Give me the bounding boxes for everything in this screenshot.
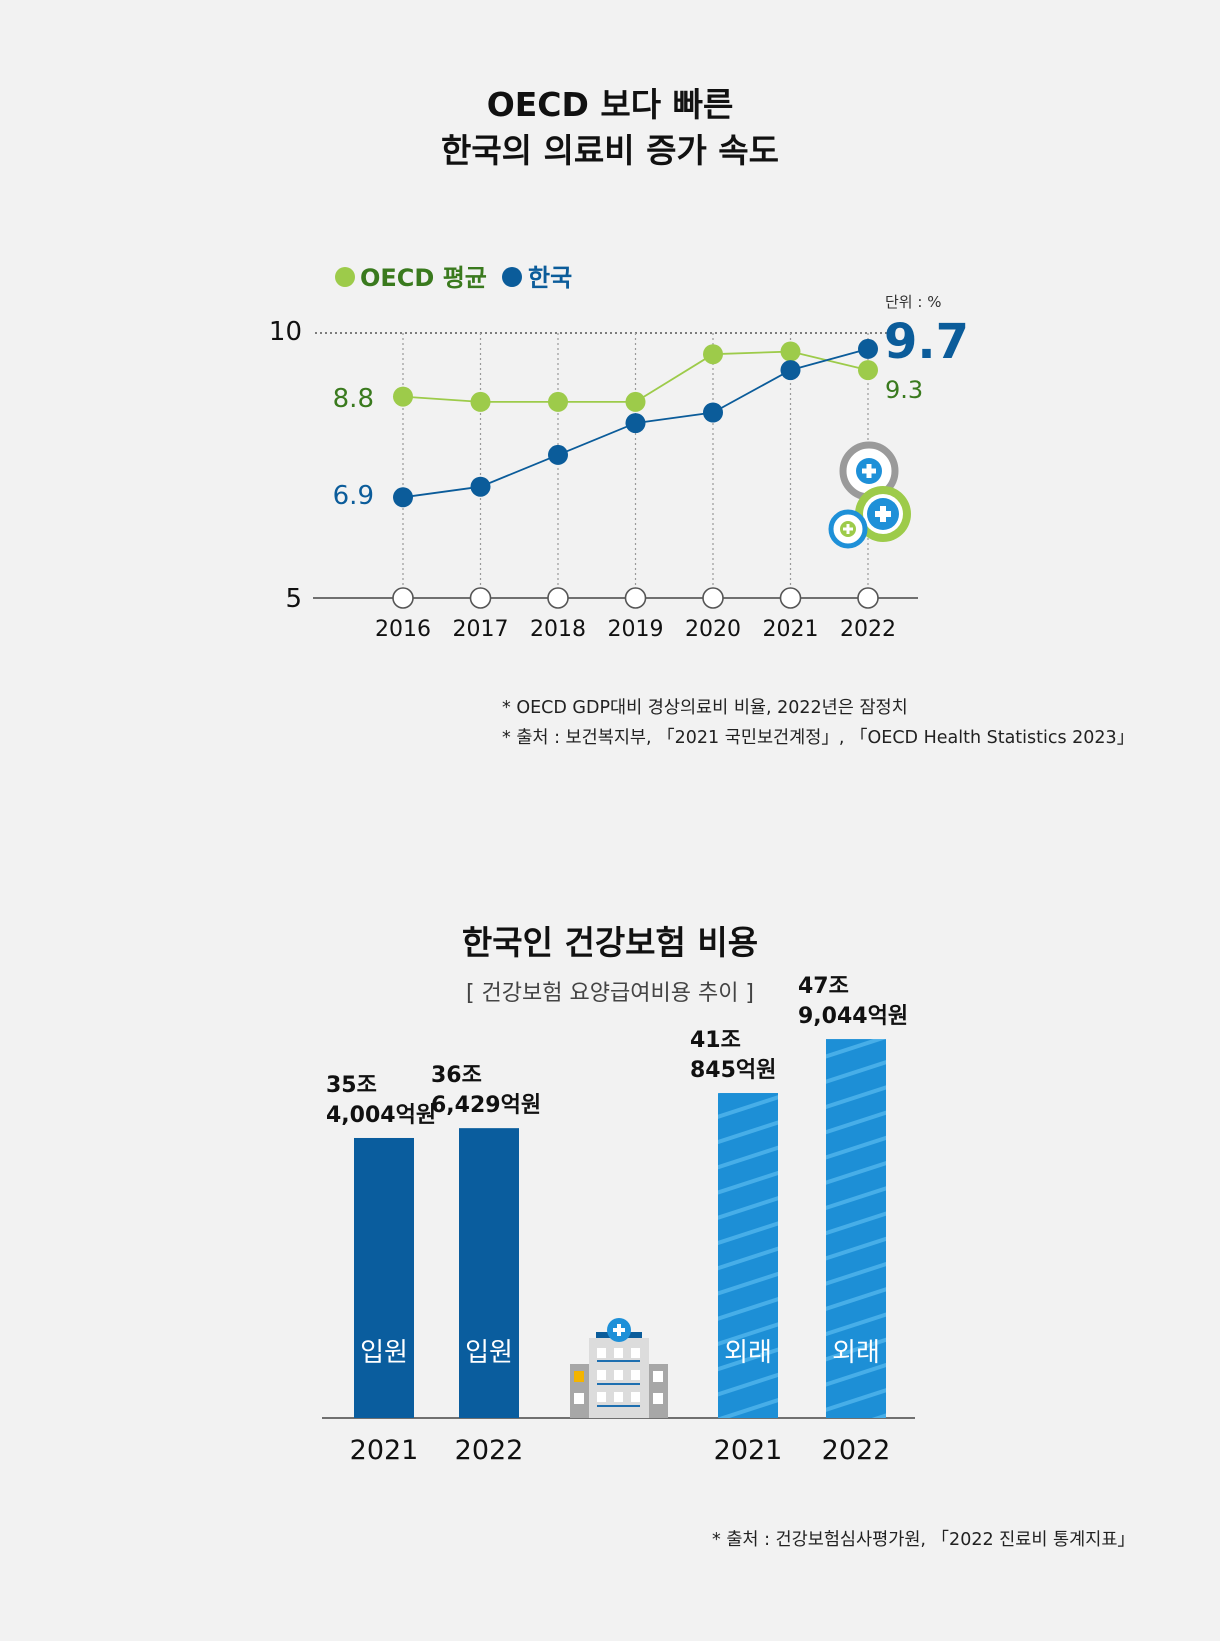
x-axis-marker-2022 — [857, 587, 879, 609]
line-chart: OECD 평균 한국 단위 : % 10 5 2016 2017 2018 2019 2… — [269, 264, 969, 642]
legend-oecd-label: OECD 평균 — [360, 264, 487, 292]
korea-point-2019 — [625, 413, 646, 434]
blue-cross-icon — [828, 509, 868, 549]
oecd-point-2016 — [393, 386, 413, 407]
oecd-point-2022 — [858, 360, 878, 381]
line-chart-note-2: * 출처 : 보건복지부, 「2021 국민보건계정」, 「OECD Healt… — [502, 728, 1135, 748]
unit-label: 단위 : % — [885, 293, 941, 311]
x-axis-marker-2017 — [469, 587, 492, 609]
bar-value-label-line1: 41조 — [690, 1028, 741, 1053]
line-chart-title: OECD 보다 빠른 한국의 의료비 증가 속도 — [0, 82, 1220, 174]
legend-korea-label: 한국 — [528, 264, 572, 292]
bar-group-label: 외래 — [724, 1338, 772, 1368]
bar-chart-subtitle: [ 건강보험 요양급여비용 추이 ] — [465, 981, 755, 1006]
x-axis-marker-2019 — [624, 587, 647, 609]
vertical-gridlines: 2016 2017 2018 2019 2020 2021 2022 — [375, 333, 896, 642]
line-chart-note-1: * OECD GDP대비 경상의료비 비율, 2022년은 잠정치 — [502, 698, 908, 718]
oecd-point-2020 — [703, 344, 723, 365]
bar-year-label: 2022 — [455, 1435, 524, 1466]
hospital-building-icon — [570, 1318, 668, 1418]
legend: OECD 평균 한국 — [335, 264, 572, 292]
bar-value-label-line2: 6,429억원 — [431, 1093, 541, 1118]
bar-outpatient-2022 — [826, 1039, 886, 1418]
legend-oecd-marker — [335, 267, 355, 287]
x-tick-2017: 2017 — [453, 617, 509, 642]
bar-group-label: 입원 — [465, 1338, 513, 1368]
korea-end-value: 9.7 — [884, 314, 969, 370]
oecd-start-value: 8.8 — [333, 384, 374, 414]
x-axis-marker-2020 — [702, 587, 724, 609]
x-tick-2020: 2020 — [685, 617, 741, 642]
bar-value-label-line1: 36조 — [431, 1063, 482, 1088]
bar-value-label-line2: 9,044억원 — [798, 1004, 908, 1029]
bar-value-label-line1: 47조 — [798, 974, 849, 999]
legend-korea-marker — [502, 267, 522, 287]
medical-cross-icons — [828, 441, 911, 549]
korea-point-2017 — [470, 476, 491, 497]
bar-inpatient-2021 — [354, 1137, 414, 1418]
korea-point-2016 — [393, 487, 413, 508]
oecd-end-value: 9.3 — [885, 376, 923, 404]
bar-value-label-line2: 4,004억원 — [326, 1103, 436, 1128]
line-chart-notes: * OECD GDP대비 경상의료비 비율, 2022년은 잠정치 * 출처 :… — [502, 693, 1134, 753]
korea-start-value: 6.9 — [333, 481, 374, 511]
oecd-point-2021 — [780, 341, 801, 362]
bar-inpatient-2022 — [459, 1128, 519, 1418]
y-tick-bottom: 5 — [285, 584, 302, 614]
korea-point-2020 — [703, 402, 723, 423]
bar-year-label: 2021 — [714, 1435, 783, 1466]
x-axis-marker-2018 — [547, 587, 569, 609]
bar-outpatient-2021 — [718, 1093, 778, 1418]
y-tick-top: 10 — [269, 317, 302, 347]
x-axis-marker-2021 — [779, 587, 802, 609]
korea-point-2021 — [780, 360, 801, 381]
series-layer — [393, 338, 878, 508]
line-chart-title-line2: 한국의 의료비 증가 속도 — [440, 131, 780, 170]
bar-chart-title: 한국인 건강보험 비용 — [461, 923, 759, 962]
x-tick-2019: 2019 — [608, 617, 664, 642]
x-tick-2021: 2021 — [763, 617, 819, 642]
green-cross-icon — [855, 486, 911, 542]
bar-value-label-line2: 845억원 — [690, 1058, 776, 1083]
line-chart-title-line1: OECD 보다 빠른 — [486, 85, 734, 124]
bar-year-label: 2022 — [822, 1435, 891, 1466]
bar-chart-note: * 출처 : 건강보험심사평가원, 「2022 진료비 통계지표」 — [712, 1530, 1135, 1550]
x-tick-2016: 2016 — [375, 617, 431, 642]
bar-value-label-line1: 35조 — [326, 1073, 377, 1098]
bar-group-label: 입원 — [360, 1338, 408, 1368]
x-tick-2022: 2022 — [840, 617, 896, 642]
korea-point-2022 — [858, 338, 878, 359]
x-tick-2018: 2018 — [530, 617, 586, 642]
oecd-point-2019 — [625, 391, 646, 412]
gray-cross-icon — [839, 441, 899, 501]
x-axis-marker-2016 — [392, 587, 414, 609]
korea-point-2018 — [548, 444, 568, 465]
oecd-point-2018 — [548, 391, 568, 412]
bar-year-label: 2021 — [350, 1435, 419, 1466]
bar-group-label: 외래 — [832, 1338, 880, 1368]
oecd-point-2017 — [470, 391, 491, 412]
